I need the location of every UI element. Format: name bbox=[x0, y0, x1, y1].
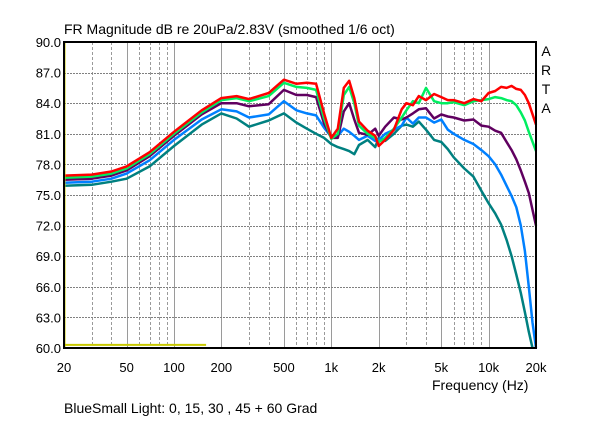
series-line-45-grad bbox=[63, 99, 538, 349]
y-tick-label: 84.0 bbox=[36, 96, 61, 111]
y-tick-label: 81.0 bbox=[36, 127, 61, 142]
x-tick-label: 100 bbox=[163, 360, 185, 375]
watermark-letter: A bbox=[541, 43, 551, 59]
watermark-letter: R bbox=[541, 62, 551, 78]
chart-title: FR Magnitude dB re 20uPa/2.83V (smoothed… bbox=[64, 21, 395, 37]
y-tick-label: 78.0 bbox=[36, 157, 61, 172]
x-tick-label: 5k bbox=[434, 360, 448, 375]
chart-caption: BlueSmall Light: 0, 15, 30 , 45 + 60 Gra… bbox=[64, 400, 317, 416]
y-tick-label: 75.0 bbox=[36, 188, 61, 203]
y-tick-label: 87.0 bbox=[36, 66, 61, 81]
plot-frame bbox=[63, 41, 537, 349]
y-tick-label: 90.0 bbox=[36, 35, 61, 50]
y-tick-label: 72.0 bbox=[36, 219, 61, 234]
series-layer bbox=[63, 43, 538, 349]
x-tick-label: 200 bbox=[210, 360, 232, 375]
y-tick-label: 66.0 bbox=[36, 280, 61, 295]
x-tick-label: 2k bbox=[372, 360, 386, 375]
watermark-letter: T bbox=[542, 81, 551, 97]
x-axis-label: Frequency (Hz) bbox=[432, 377, 528, 393]
y-tick-label: 63.0 bbox=[36, 310, 61, 325]
x-tick-label: 50 bbox=[119, 360, 133, 375]
watermark-letter: A bbox=[541, 100, 551, 116]
x-tick-label: 10k bbox=[478, 360, 499, 375]
series-line-60-grad bbox=[63, 112, 534, 349]
x-tick-label: 20k bbox=[526, 360, 547, 375]
y-tick-label: 60.0 bbox=[36, 341, 61, 356]
x-tick-label: 500 bbox=[273, 360, 295, 375]
y-axis-ticks: 90.0 87.0 84.0 81.0 78.0 75.0 72.0 69.0 66.0 63.0… bbox=[36, 35, 61, 356]
series-line-15-grad bbox=[63, 81, 538, 179]
series-line-0-grad bbox=[63, 78, 538, 177]
x-axis-ticks: 20 50 100 200 500 1k 2k 5k 10k 20k bbox=[57, 360, 547, 375]
series-line-30-grad bbox=[63, 88, 538, 226]
x-tick-label: 20 bbox=[57, 360, 71, 375]
y-tick-label: 69.0 bbox=[36, 249, 61, 264]
x-tick-label: 1k bbox=[324, 360, 338, 375]
